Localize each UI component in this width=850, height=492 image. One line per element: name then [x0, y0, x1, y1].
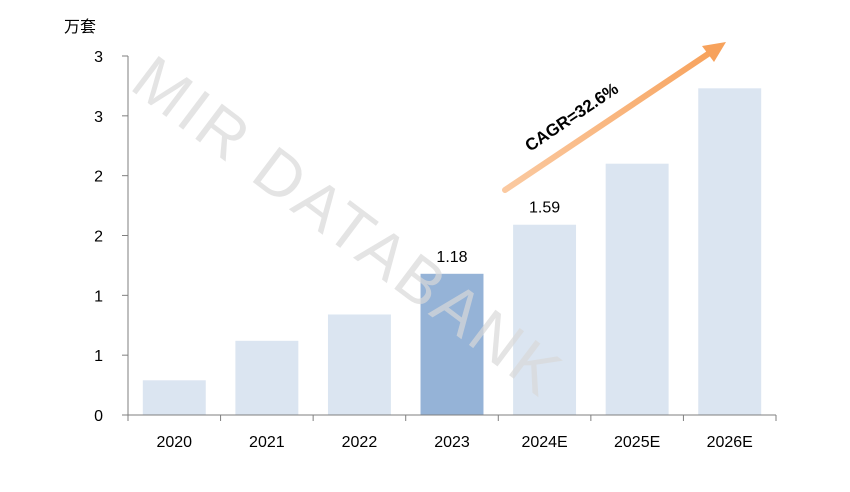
bar-2020	[142, 380, 206, 415]
y-tick-label: 2	[94, 229, 103, 246]
y-tick-label: 0	[94, 408, 103, 425]
bar-2022	[327, 314, 391, 415]
bar-2024E	[513, 224, 577, 415]
unit-label: 万套	[64, 18, 96, 36]
axes-layer	[122, 55, 777, 421]
labels-layer: 2020 2021 2022 2023 1.18 2024E 1.59 2025E 2026E 0…	[94, 49, 753, 451]
x-tick-label: 2020	[156, 434, 192, 451]
cagr-arrow	[502, 42, 726, 193]
y-tick-label: 1	[94, 348, 103, 365]
y-tick-label: 2	[94, 169, 103, 186]
x-tick-label: 2021	[249, 434, 285, 451]
x-tick-label: 2026E	[707, 434, 753, 451]
bars-layer	[142, 88, 762, 415]
y-tick-label: 1	[94, 288, 103, 305]
bar-2025E	[605, 163, 669, 415]
data-label: 1.59	[529, 200, 560, 217]
x-tick-label: 2023	[434, 434, 470, 451]
x-tick-label: 2025E	[614, 434, 660, 451]
data-label: 1.18	[436, 249, 467, 266]
y-tick-label: 3	[94, 109, 103, 126]
x-tick-label: 2024E	[521, 434, 567, 451]
bar-2021	[235, 340, 299, 415]
y-tick-label: 3	[94, 49, 103, 66]
bar-2023	[420, 273, 484, 415]
bar-2026E	[698, 88, 762, 415]
x-tick-label: 2022	[342, 434, 378, 451]
